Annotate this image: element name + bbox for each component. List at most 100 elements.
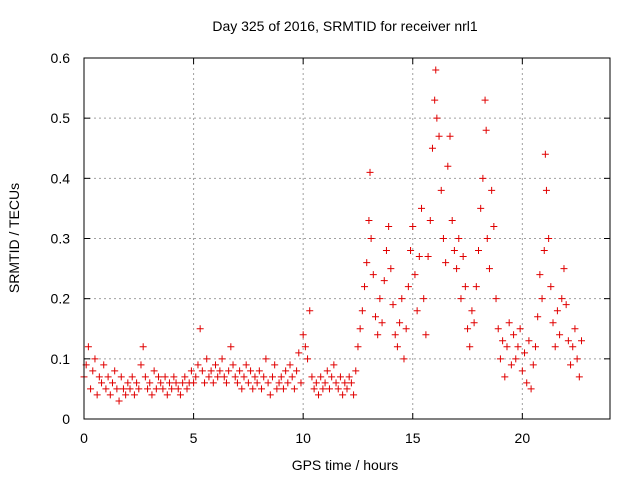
data-point: [374, 331, 382, 339]
data-point: [236, 367, 244, 375]
data-point: [295, 349, 303, 357]
data-point: [488, 186, 496, 194]
data-point: [479, 174, 487, 182]
data-point: [214, 373, 222, 381]
data-point: [260, 373, 268, 381]
data-point: [93, 391, 101, 399]
data-point: [573, 355, 581, 363]
data-point: [84, 343, 92, 351]
data-point: [299, 331, 307, 339]
data-point: [277, 373, 285, 381]
data-point: [356, 325, 364, 333]
data-point: [418, 204, 426, 212]
data-point: [534, 313, 542, 321]
data-point: [482, 126, 490, 134]
data-point: [560, 265, 568, 273]
data-point: [503, 343, 511, 351]
data-point: [157, 379, 165, 387]
data-point: [194, 361, 202, 369]
data-point: [461, 283, 469, 291]
data-point: [350, 391, 358, 399]
data-point: [446, 132, 454, 140]
plot-frame: [83, 57, 611, 420]
data-point: [148, 391, 156, 399]
data-point: [172, 379, 180, 387]
y-tick-label: 0.5: [51, 110, 71, 126]
data-point: [516, 325, 524, 333]
data-point: [385, 222, 393, 230]
data-point: [575, 373, 583, 381]
data-point: [420, 295, 428, 303]
data-point: [321, 379, 329, 387]
data-point: [529, 361, 537, 369]
data-point: [507, 361, 515, 369]
data-point: [146, 379, 154, 387]
data-point: [227, 343, 235, 351]
data-point: [556, 331, 564, 339]
data-point: [135, 385, 143, 393]
data-point: [496, 355, 504, 363]
data-point: [464, 325, 472, 333]
data-point: [334, 385, 342, 393]
data-point: [358, 307, 366, 315]
data-point: [183, 385, 191, 393]
data-point: [306, 307, 314, 315]
data-point: [437, 186, 445, 194]
data-point: [100, 361, 108, 369]
data-point: [284, 379, 292, 387]
data-point: [542, 186, 550, 194]
data-point: [117, 373, 125, 381]
data-point: [336, 373, 344, 381]
data-point: [231, 373, 239, 381]
data-point: [404, 283, 412, 291]
data-point: [518, 367, 526, 375]
data-point: [144, 385, 152, 393]
data-point: [293, 367, 301, 375]
data-point: [481, 96, 489, 104]
data-point: [89, 367, 97, 375]
data-point: [288, 373, 296, 381]
data-point: [365, 216, 373, 224]
data-point: [141, 373, 149, 381]
data-point: [396, 319, 404, 327]
x-tick-label: 20: [515, 430, 531, 446]
data-point: [247, 367, 255, 375]
data-point: [531, 343, 539, 351]
data-point: [525, 337, 533, 345]
data-point: [229, 361, 237, 369]
data-point: [558, 295, 566, 303]
data-point: [332, 379, 340, 387]
data-point: [181, 373, 189, 381]
x-tick-label: 5: [190, 430, 198, 446]
y-axis-label: SRMTID / TECUs: [6, 183, 22, 293]
data-point: [137, 361, 145, 369]
data-point: [352, 367, 360, 375]
data-point: [319, 385, 327, 393]
data-point: [150, 367, 158, 375]
data-point: [124, 379, 132, 387]
data-point: [343, 385, 351, 393]
data-point: [547, 283, 555, 291]
data-point: [328, 373, 336, 381]
data-point: [536, 271, 544, 279]
data-point: [174, 385, 182, 393]
data-point: [275, 379, 283, 387]
data-point: [209, 379, 217, 387]
data-point: [130, 391, 138, 399]
x-tick-labels: 0 5 10 15 20: [80, 430, 530, 446]
data-point: [128, 373, 136, 381]
data-point: [564, 337, 572, 345]
data-point: [165, 379, 173, 387]
data-point: [95, 373, 103, 381]
data-point: [339, 391, 347, 399]
data-point: [310, 385, 318, 393]
data-point: [369, 271, 377, 279]
data-point: [218, 355, 226, 363]
data-point: [475, 247, 482, 255]
data-points: [80, 66, 586, 405]
data-point: [347, 379, 355, 387]
data-point: [387, 265, 395, 273]
data-point: [494, 325, 502, 333]
data-point: [551, 343, 559, 351]
data-point: [255, 367, 263, 375]
